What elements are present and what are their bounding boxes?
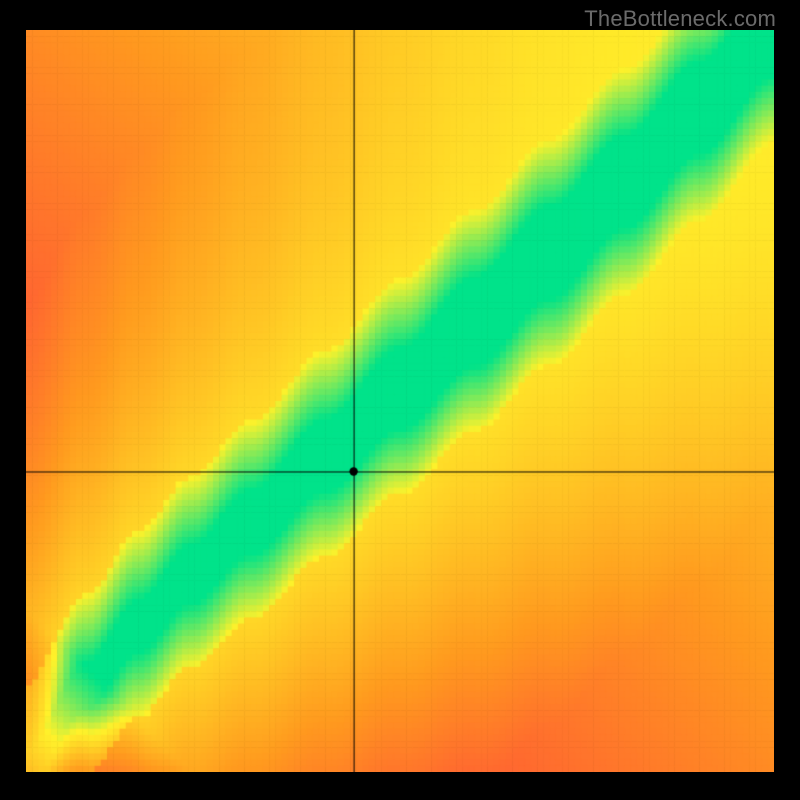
watermark-text: TheBottleneck.com — [584, 6, 776, 32]
bottleneck-heatmap — [26, 30, 774, 772]
chart-container: TheBottleneck.com — [0, 0, 800, 800]
